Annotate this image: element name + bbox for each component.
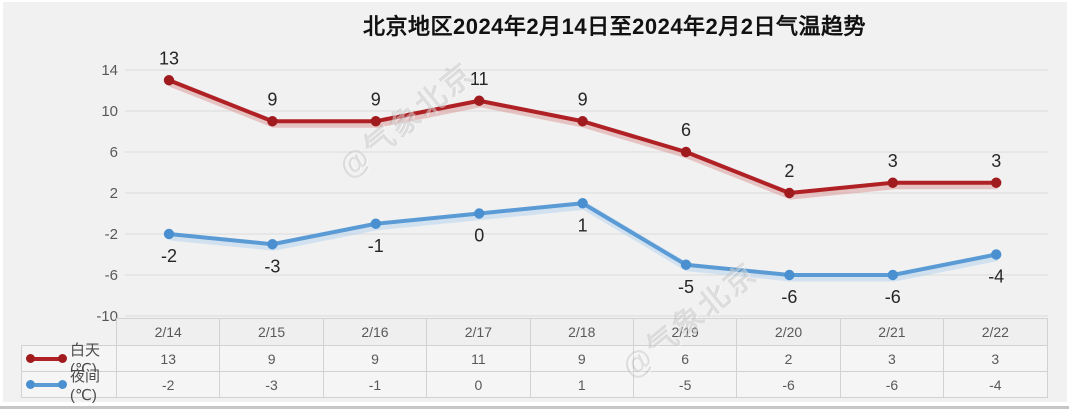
date-header: 2/20 — [737, 318, 841, 346]
night-value: -6 — [840, 372, 945, 398]
daytime-value: 9 — [530, 346, 634, 372]
night-value: -6 — [737, 372, 841, 398]
date-header: 2/16 — [323, 318, 428, 346]
legend-night: 夜间(℃) — [21, 368, 117, 404]
daytime-value: 3 — [944, 346, 1048, 372]
date-header: 2/22 — [944, 318, 1048, 346]
window-bottom-edge — [0, 406, 1069, 409]
daytime-value: 6 — [633, 346, 738, 372]
night-value: -5 — [633, 372, 738, 398]
night-value: 1 — [530, 372, 634, 398]
night-line-icon — [26, 380, 67, 389]
daytime-value: 11 — [427, 346, 531, 372]
daytime-line-icon — [26, 354, 67, 363]
data-table: 2/14 2/15 2/16 2/17 2/18 2/19 2/20 2/21 … — [21, 318, 1048, 404]
daytime-value: 3 — [840, 346, 945, 372]
legend-daytime: 白天(℃) — [21, 342, 117, 378]
table-corner-cell — [21, 318, 117, 346]
daytime-value: 9 — [220, 346, 324, 372]
date-header: 2/14 — [117, 318, 221, 346]
date-header: 2/19 — [633, 318, 738, 346]
legend-night-label: 夜间(℃) — [70, 368, 101, 404]
night-value: -3 — [220, 372, 324, 398]
night-value: -1 — [323, 372, 428, 398]
chart-title: 北京地区2024年2月14日至2024年2月2日气温趋势 — [362, 14, 867, 39]
night-value: -4 — [944, 372, 1048, 398]
night-value: -2 — [117, 372, 221, 398]
date-header: 2/17 — [427, 318, 531, 346]
daytime-value: 2 — [737, 346, 841, 372]
date-header: 2/21 — [840, 318, 945, 346]
daytime-value: 9 — [323, 346, 428, 372]
night-value: 0 — [427, 372, 531, 398]
daytime-value: 13 — [117, 346, 221, 372]
date-header: 2/15 — [220, 318, 324, 346]
date-header: 2/18 — [530, 318, 634, 346]
